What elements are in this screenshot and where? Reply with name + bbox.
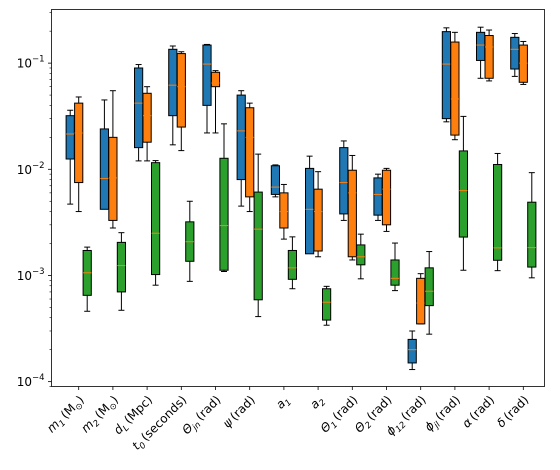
y-tick-label: 10−3 bbox=[17, 267, 45, 283]
y-axis: 10−4 10−3 10−2 10−1 bbox=[17, 12, 52, 389]
box-body bbox=[518, 44, 528, 83]
box-group bbox=[116, 232, 127, 311]
box-body bbox=[458, 150, 468, 238]
box-body bbox=[142, 92, 152, 143]
box-body bbox=[416, 277, 426, 325]
box-body bbox=[65, 115, 75, 160]
box-group bbox=[108, 90, 118, 229]
box-body bbox=[356, 244, 366, 266]
x-axis: m1 (M⊙)m2 (M⊙)dL (Mpc)t0 (seconds)Θjn (r… bbox=[44, 386, 531, 453]
box-group bbox=[185, 200, 195, 282]
x-tick-label: a2 bbox=[307, 393, 328, 414]
box-body bbox=[202, 44, 212, 106]
box-group bbox=[142, 86, 152, 162]
box-group bbox=[441, 27, 451, 123]
box-group bbox=[381, 167, 392, 232]
x-tick-label: m2 (M⊙) bbox=[78, 393, 123, 438]
box-group bbox=[527, 172, 537, 279]
plot-frame bbox=[51, 9, 545, 387]
box-body bbox=[407, 338, 417, 364]
box-group bbox=[407, 330, 417, 371]
box-body bbox=[253, 191, 263, 301]
box-group bbox=[305, 155, 315, 255]
box-group bbox=[176, 51, 186, 152]
boxes-layer bbox=[65, 26, 537, 371]
box-group bbox=[202, 43, 212, 134]
box-body bbox=[305, 167, 315, 255]
box-body bbox=[450, 41, 460, 136]
box-group bbox=[313, 171, 323, 258]
x-tick-label: α (rad) bbox=[459, 393, 497, 431]
box-body bbox=[108, 136, 118, 221]
box-body bbox=[210, 71, 221, 88]
y-tick-label: 10−1 bbox=[17, 55, 45, 71]
box-body bbox=[219, 157, 229, 271]
box-body bbox=[116, 241, 127, 293]
box-body bbox=[424, 267, 434, 307]
box-group bbox=[416, 273, 426, 325]
box-body bbox=[476, 31, 486, 61]
y-tick-label: 10−4 bbox=[17, 373, 45, 389]
box-body bbox=[287, 249, 297, 280]
box-body bbox=[176, 53, 186, 128]
box-group bbox=[151, 160, 161, 286]
x-tick-label: m1 (M⊙) bbox=[44, 393, 89, 438]
x-tick-label: ψ (rad) bbox=[220, 393, 258, 431]
box-group bbox=[82, 246, 92, 312]
box-group bbox=[65, 109, 75, 205]
box-group bbox=[390, 242, 400, 292]
box-body bbox=[381, 169, 392, 226]
x-tick-label: δ (rad) bbox=[494, 393, 531, 430]
box-group bbox=[458, 115, 468, 271]
box-body bbox=[168, 48, 178, 117]
box-body bbox=[339, 147, 349, 215]
box-group bbox=[168, 45, 178, 146]
box-group bbox=[245, 102, 255, 213]
box-group bbox=[493, 152, 503, 272]
box-body bbox=[390, 259, 400, 286]
box-group bbox=[424, 251, 434, 335]
box-group bbox=[134, 64, 144, 162]
box-body bbox=[74, 102, 84, 184]
box-body bbox=[373, 177, 383, 216]
box-group bbox=[236, 90, 246, 207]
box-group bbox=[356, 233, 366, 280]
box-group bbox=[484, 29, 494, 82]
box-group bbox=[510, 33, 520, 77]
box-body bbox=[347, 169, 357, 258]
x-tick-label: ϕjl (rad) bbox=[422, 393, 465, 436]
box-body bbox=[484, 35, 494, 79]
box-group bbox=[518, 40, 528, 85]
box-body bbox=[99, 128, 110, 210]
box-body bbox=[134, 67, 144, 149]
box-group bbox=[476, 26, 486, 79]
box-body bbox=[322, 288, 332, 321]
box-body bbox=[236, 94, 246, 181]
box-group bbox=[373, 173, 383, 221]
box-body bbox=[279, 192, 289, 229]
box-body bbox=[270, 165, 280, 195]
box-group bbox=[347, 154, 357, 261]
box-body bbox=[493, 163, 503, 261]
box-group bbox=[322, 285, 332, 326]
y-tick-label: 10−2 bbox=[17, 161, 45, 177]
box-body bbox=[527, 201, 537, 268]
box-group bbox=[210, 70, 221, 134]
box-group bbox=[279, 183, 289, 240]
box-group bbox=[219, 123, 229, 272]
box-body bbox=[441, 31, 451, 120]
box-body bbox=[151, 162, 161, 276]
x-tick-label: a1 bbox=[273, 393, 294, 414]
box-body bbox=[510, 36, 520, 70]
box-group bbox=[253, 153, 263, 318]
box-group bbox=[339, 140, 349, 221]
box-body bbox=[313, 188, 323, 252]
box-body bbox=[245, 107, 255, 198]
box-group bbox=[287, 236, 297, 290]
box-group bbox=[450, 31, 460, 141]
box-group bbox=[99, 99, 110, 210]
box-group bbox=[270, 164, 280, 198]
box-group bbox=[74, 96, 84, 213]
